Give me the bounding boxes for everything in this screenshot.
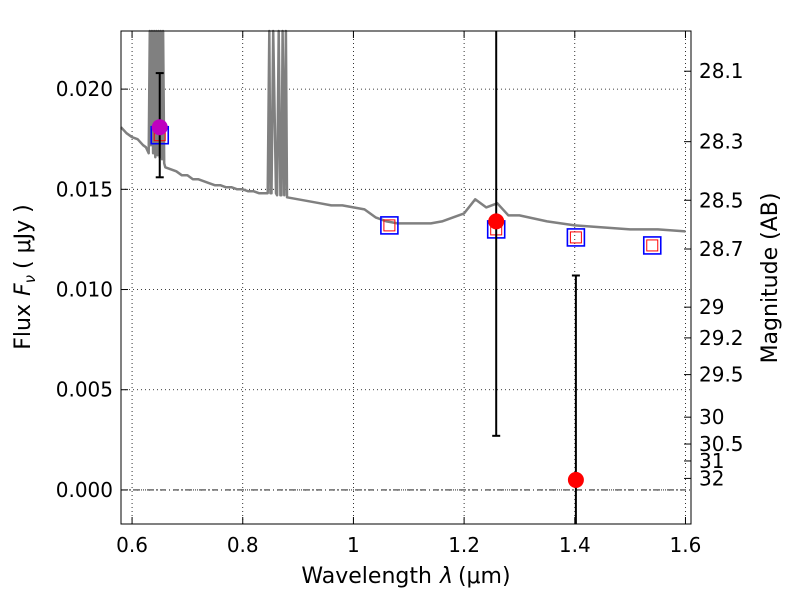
spectrum-series <box>120 29 686 233</box>
x-tick-label: 0.6 <box>116 533 148 557</box>
y-axis-label: FluxFν( μJy ) <box>11 204 39 349</box>
x-tick-label: 1.6 <box>670 533 702 557</box>
y2-tick-label: 31 <box>699 449 724 473</box>
y2-tick-label: 29 <box>699 295 724 319</box>
y-axis-ticks: 0.000 0.005 0.010 0.015 0.020 <box>56 77 128 502</box>
x-tick-label: 1 <box>347 533 360 557</box>
y2-axis-label: Magnitude (AB) <box>758 193 783 364</box>
y2-tick-label: 29.2 <box>699 326 744 350</box>
x-tick-label: 0.8 <box>227 533 259 557</box>
model-box-inner <box>383 219 396 232</box>
model-box-series <box>150 125 662 255</box>
measurement-point <box>488 213 505 230</box>
y2-tick-label: 28.5 <box>699 188 744 212</box>
x-tick-label: 1.2 <box>448 533 480 557</box>
y2-tick-label: 28.3 <box>699 130 744 154</box>
y2-tick-label: 29.5 <box>699 363 744 387</box>
y-tick-label: 0.010 <box>56 278 113 302</box>
grid-lines <box>121 31 691 524</box>
y2-tick-label: 30.5 <box>699 432 744 456</box>
x-axis-ticks: 0.6 0.8 1 1.2 1.4 1.6 <box>116 31 701 557</box>
y-tick-label: 0.020 <box>56 77 113 101</box>
model-box-inner <box>569 231 582 244</box>
x-axis-label: Wavelength λ (μm) <box>301 564 510 589</box>
measurement-point <box>567 471 584 488</box>
plot-frame <box>120 30 692 525</box>
x-tick-label: 1.4 <box>559 533 591 557</box>
y-tick-label: 0.005 <box>56 378 113 402</box>
model-box-outer <box>566 228 586 247</box>
y2-tick-label: 30 <box>699 405 724 429</box>
model-box-outer <box>380 216 399 235</box>
y-tick-label: 0.015 <box>56 177 113 201</box>
model-box-outer <box>642 236 662 255</box>
measurement-series <box>151 31 584 524</box>
y-tick-label: 0.000 <box>56 478 113 502</box>
spectrum-line <box>120 29 686 233</box>
measurement-point <box>151 119 168 136</box>
model-box-inner <box>646 239 659 252</box>
y2-tick-label: 32 <box>699 466 724 490</box>
y2-tick-label: 28.7 <box>699 237 744 261</box>
y2-tick-label: 28.1 <box>699 59 744 83</box>
